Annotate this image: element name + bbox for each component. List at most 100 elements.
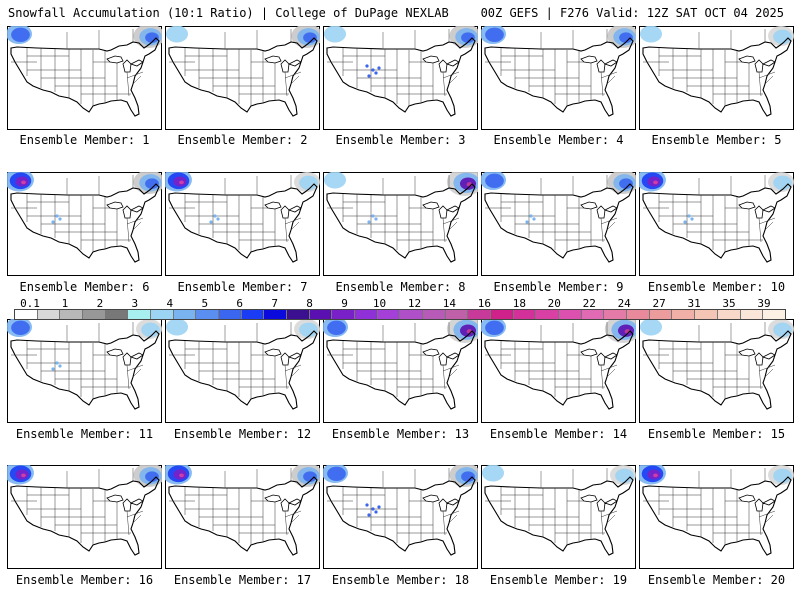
ensemble-member-map [639,319,794,423]
snow-canada-east [768,319,794,339]
snow-canada-east [768,465,794,485]
snow-canada-east [136,319,162,339]
conus-outline [168,330,318,410]
great-lakes [580,494,618,512]
ensemble-member-map [323,172,478,276]
ensemble-member-map [323,319,478,423]
great-lakes [264,494,302,512]
snow-canada-west [165,26,189,43]
legend-label: 27 [652,297,666,310]
legend-swatch [37,310,61,319]
conus-outline [326,183,476,263]
us-map [481,319,636,423]
legend-labels: 0.1 1 2 3 4 5 6 7 8 9 10 12 14 16 18 20 22 24 27 31 35 39 [0,297,800,310]
snow-rockies [365,503,381,517]
legend-label: 4 [166,297,174,310]
snowfall-color-legend [14,309,786,320]
snow-canada-east [294,172,320,192]
snow-canada-west [323,465,348,483]
snow-canada-east [446,172,478,196]
legend-label: 12 [407,297,422,310]
conus-outline [10,330,160,410]
great-lakes [106,55,144,73]
great-lakes [106,494,144,512]
legend-swatch [377,310,401,319]
snow-canada-east [133,172,162,194]
legend-swatch [695,310,718,319]
snow-canada-west [639,172,666,192]
snow-canada-east [449,465,478,487]
great-lakes [422,348,460,366]
member-caption: Ensemble Member: 9 [493,280,624,294]
conus-outline [642,330,792,410]
conus-outline [326,476,476,556]
legend-swatch [196,310,220,319]
great-lakes [106,201,144,219]
legend-swatch [355,310,378,319]
legend-swatch [173,310,197,319]
legend-label: 9 [341,297,348,310]
legend-swatch [491,310,514,319]
us-map [481,26,636,130]
legend-swatch [649,310,673,319]
legend-swatch [128,310,152,319]
member-caption: Ensemble Member: 15 [647,427,786,441]
snow-canada-west [7,319,32,337]
great-lakes [264,348,302,366]
legend-label: 16 [477,297,491,310]
member-caption: Ensemble Member: 13 [331,427,470,441]
snow-canada-west [165,172,192,192]
legend-swatch [332,310,356,319]
member-caption: Ensemble Member: 14 [489,427,628,441]
member-caption: Ensemble Member: 11 [15,427,154,441]
legend-swatch [513,310,537,319]
ensemble-member-map [7,465,162,569]
snow-canada-west [165,319,189,336]
ensemble-member-map [481,172,636,276]
great-lakes [738,201,776,219]
us-map [639,172,794,276]
snow-canada-east [446,319,478,343]
us-map [481,465,636,569]
great-lakes [422,55,460,73]
legend-swatch [241,310,265,319]
map-title: Snowfall Accumulation (10:1 Ratio) | Col… [8,6,449,20]
ensemble-member-map [165,26,320,130]
snow-canada-east [291,465,320,487]
run-valid-time: 00Z GEFS | F276 Valid: 12Z SAT OCT 04 20… [480,6,784,20]
great-lakes [580,201,618,219]
great-lakes [264,201,302,219]
snow-canada-west [7,172,34,192]
snow-rockies [367,214,378,224]
conus-outline [642,476,792,556]
us-map [165,465,320,569]
snow-canada-west [7,465,34,485]
legend-label: 24 [617,297,631,310]
member-caption: Ensemble Member: 10 [647,280,786,294]
legend-swatch [219,310,242,319]
snow-canada-west [481,465,505,482]
legend-swatch [309,310,333,319]
snow-canada-west [481,172,506,190]
great-lakes [106,348,144,366]
snow-canada-east [133,26,162,48]
snow-canada-west [481,26,506,44]
snow-canada-east [768,172,794,192]
member-caption: Ensemble Member: 2 [177,133,308,147]
us-map [639,465,794,569]
legend-label: 1 [61,297,69,310]
legend-swatch [581,310,605,319]
great-lakes [580,348,618,366]
us-map [639,26,794,130]
snow-rockies [365,64,381,78]
snow-rockies [683,214,694,224]
legend-label: 35 [722,297,736,310]
legend-swatch [740,310,764,319]
legend-swatch [627,310,650,319]
great-lakes [738,348,776,366]
us-map [7,319,162,423]
snow-canada-west [323,172,347,189]
conus-outline [484,183,634,263]
legend-swatch [445,310,469,319]
legend-label: 0.1 [20,297,40,310]
